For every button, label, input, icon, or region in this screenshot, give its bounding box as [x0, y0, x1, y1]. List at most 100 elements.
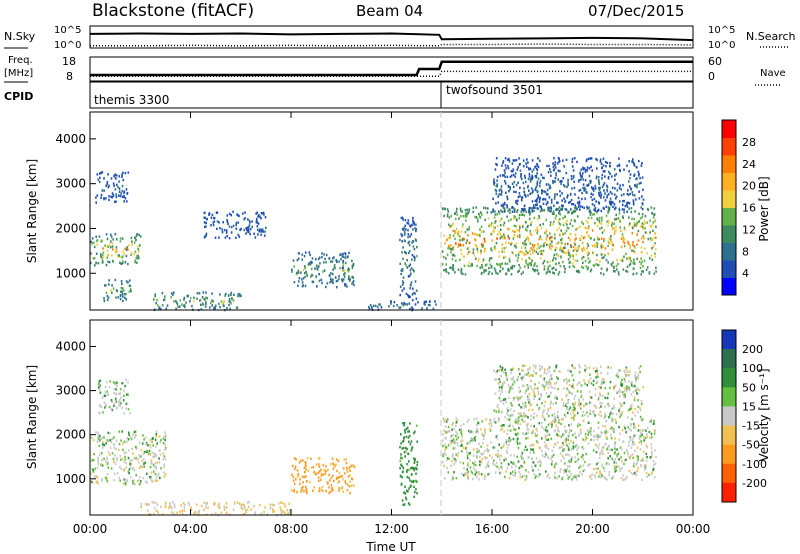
- power-cell: [641, 203, 644, 206]
- power-cell: [498, 263, 501, 266]
- velocity-cell: [645, 452, 648, 456]
- power-cell: [507, 184, 510, 188]
- velocity-cell: [117, 400, 120, 404]
- velocity-cell: [530, 448, 532, 451]
- velocity-cell: [535, 427, 538, 430]
- velocity-cell: [628, 374, 631, 377]
- power-cell: [403, 226, 405, 230]
- power-cell: [556, 162, 559, 165]
- power-cell: [522, 181, 525, 185]
- power-cell: [103, 177, 105, 180]
- velocity-cell: [346, 468, 348, 472]
- power-cell: [523, 208, 525, 211]
- velocity-cell: [325, 465, 327, 468]
- power-cell: [416, 245, 418, 249]
- velocity-cell: [637, 376, 640, 379]
- power-cell: [157, 304, 159, 307]
- velocity-cell: [604, 387, 607, 390]
- velocity-cell: [639, 435, 641, 438]
- velocity-cell: [594, 387, 597, 391]
- power-cell: [498, 212, 501, 215]
- power-cell: [549, 237, 551, 240]
- velocity-cell: [646, 446, 649, 449]
- velocity-cell: [193, 512, 195, 515]
- velocity-cell: [517, 437, 519, 440]
- velocity-cell: [530, 373, 533, 377]
- velocity-cell: [97, 433, 99, 436]
- power-cell: [527, 161, 529, 164]
- power-cell: [531, 177, 533, 181]
- power-cell: [503, 233, 505, 236]
- velocity-cell: [634, 449, 636, 453]
- power-cell: [607, 252, 609, 255]
- power-cell: [317, 257, 320, 261]
- velocity-cell: [549, 392, 552, 395]
- velocity-cell: [158, 461, 161, 464]
- power-cell: [110, 195, 112, 198]
- velocity-cell: [472, 454, 475, 457]
- velocity-cell: [144, 502, 147, 505]
- velocity-cell: [155, 467, 157, 470]
- velocity-cell: [173, 512, 175, 515]
- power-cell: [569, 222, 571, 225]
- velocity-cell: [564, 415, 567, 418]
- velocity-cell: [278, 502, 280, 505]
- velocity-cell: [524, 391, 527, 395]
- power-cell: [205, 296, 207, 299]
- velocity-cell: [517, 446, 520, 450]
- power-cell: [633, 221, 635, 225]
- power-cell: [495, 157, 498, 160]
- power-cell: [618, 207, 621, 210]
- velocity-cell: [242, 513, 245, 516]
- power-cell: [626, 205, 629, 208]
- power-cell: [122, 250, 125, 253]
- velocity-cell: [581, 446, 584, 449]
- velocity-cell: [101, 396, 104, 399]
- velocity-cell: [628, 386, 630, 389]
- power-cell: [545, 238, 548, 241]
- velocity-cell: [538, 473, 541, 476]
- power-cell: [136, 261, 138, 264]
- velocity-cell: [349, 465, 351, 469]
- velocity-cell: [307, 469, 310, 473]
- power-cell: [615, 172, 618, 176]
- power-cell: [628, 258, 631, 261]
- power-cell: [521, 196, 523, 199]
- power-cell: [110, 289, 112, 292]
- power-cell: [597, 179, 600, 182]
- velocity-cell: [589, 396, 592, 399]
- velocity-cell: [597, 426, 600, 429]
- power-cell: [513, 210, 516, 213]
- power-cell: [302, 284, 304, 287]
- power-cell: [619, 184, 621, 187]
- velocity-cell: [132, 452, 134, 455]
- power-cell: [510, 273, 513, 276]
- power-cell: [586, 230, 589, 233]
- power-cell: [108, 243, 111, 246]
- power-cell: [578, 270, 581, 274]
- power-cell: [516, 168, 519, 171]
- power-cell: [602, 164, 605, 167]
- velocity-cell: [470, 430, 472, 433]
- velocity-cell: [331, 486, 333, 490]
- velocity-cell: [607, 392, 610, 395]
- velocity-cell: [323, 468, 326, 472]
- power-cell: [228, 293, 230, 297]
- velocity-cell: [562, 401, 565, 405]
- power-cell: [105, 197, 107, 200]
- power-cell: [479, 266, 482, 269]
- velocity-cell: [605, 442, 607, 446]
- velocity-cell: [218, 502, 221, 505]
- power-cell: [477, 259, 479, 263]
- power-cell: [578, 201, 581, 205]
- velocity-cell: [520, 412, 522, 415]
- power-cell: [505, 246, 507, 249]
- velocity-cell: [620, 448, 623, 451]
- power-cell: [556, 201, 558, 204]
- velocity-cell: [509, 440, 511, 443]
- power-cell: [532, 206, 535, 209]
- power-cell: [545, 229, 548, 232]
- velocity-cell: [404, 431, 406, 434]
- power-cell: [296, 271, 298, 275]
- velocity-cell: [646, 426, 649, 430]
